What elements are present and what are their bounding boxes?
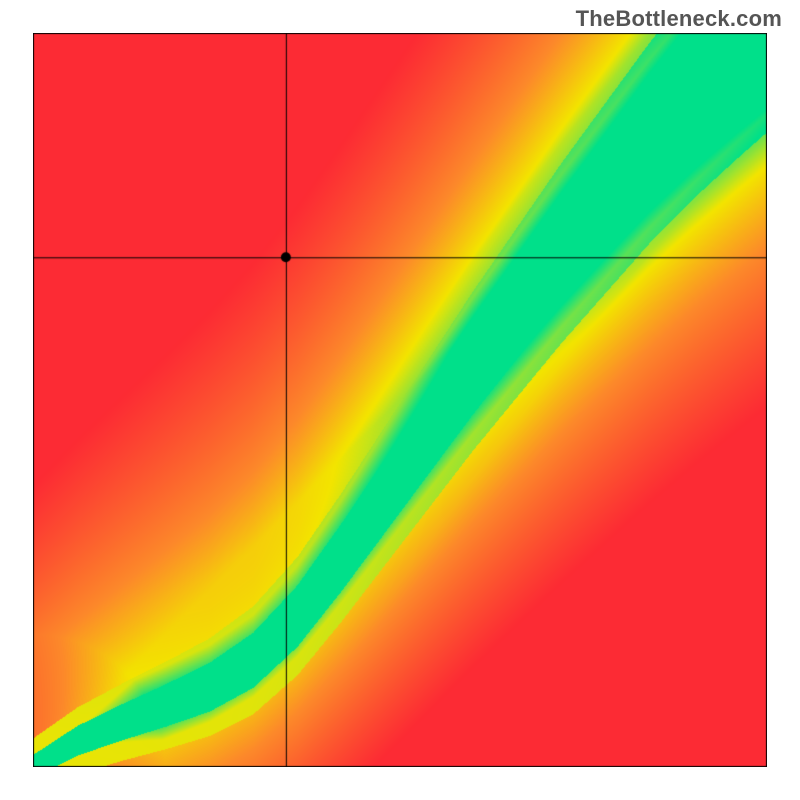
watermark-text: TheBottleneck.com [576,6,782,32]
chart-container: { "watermark": { "text": "TheBottleneck.… [0,0,800,800]
bottleneck-heatmap [33,33,767,767]
